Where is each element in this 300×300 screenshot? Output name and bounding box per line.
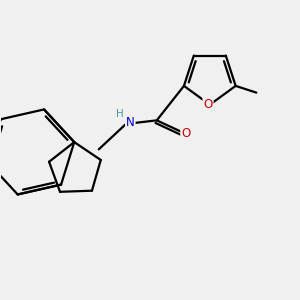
- Text: N: N: [126, 116, 135, 129]
- Text: O: O: [203, 98, 213, 111]
- Text: H: H: [116, 109, 123, 119]
- Text: O: O: [181, 127, 190, 140]
